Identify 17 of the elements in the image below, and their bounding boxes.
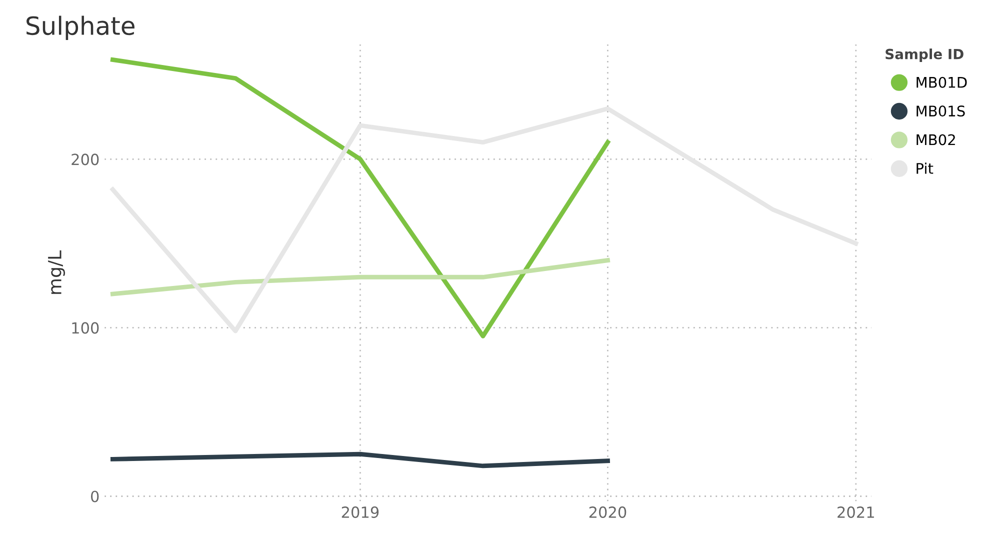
line-series — [110, 58, 610, 338]
chart-title: Sulphate — [26, 16, 134, 40]
x-tick-label: 2020 — [589, 506, 626, 518]
y-tick-label: 100 — [72, 322, 99, 334]
legend-label: MB01D — [916, 76, 967, 88]
y-tick-label: 0 — [91, 490, 99, 502]
y-axis-title: mg/L — [48, 250, 65, 294]
x-tick-label: 2021 — [838, 506, 874, 518]
x-tick-label: 2019 — [342, 506, 379, 518]
legend-label: MB02 — [916, 134, 955, 146]
line-series — [110, 258, 610, 296]
legend-title: Sample ID — [886, 48, 964, 62]
y-tick-label: 200 — [72, 154, 99, 166]
line-series — [110, 452, 610, 468]
legend-label: Pit — [916, 162, 934, 174]
line-series — [110, 106, 858, 334]
legend-label: MB01S — [916, 106, 965, 117]
